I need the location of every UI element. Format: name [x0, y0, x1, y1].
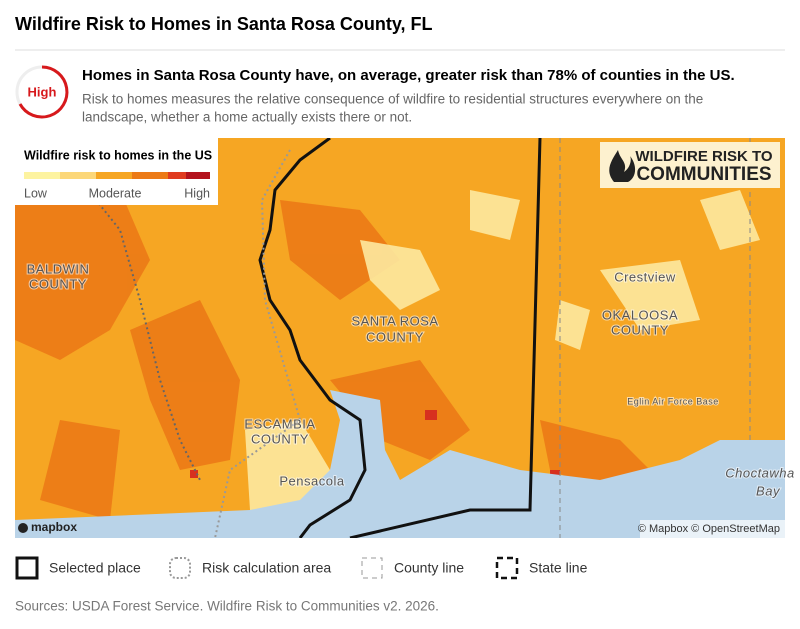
key-label: Risk calculation area — [202, 560, 331, 576]
attribution: mapbox — [31, 520, 77, 534]
map-label: COUNTY — [366, 329, 424, 344]
legend-label: Low — [24, 186, 48, 200]
map — [15, 138, 785, 538]
map-label: COUNTY — [29, 276, 87, 291]
map-label: ESCAMBIA — [244, 416, 315, 431]
legend-title: Wildfire risk to homes in the US — [24, 148, 212, 162]
legend-label: High — [184, 186, 210, 200]
description: landscape, whether a home actually exist… — [82, 110, 412, 125]
attribution: © Mapbox © OpenStreetMap — [638, 523, 780, 535]
key-label: Selected place — [49, 560, 141, 576]
headline: Homes in Santa Rosa County have, on aver… — [82, 67, 735, 84]
key-label: State line — [529, 560, 588, 576]
map-label: Bay — [756, 483, 781, 498]
badge-label: High — [28, 84, 57, 99]
logo-text: COMMUNITIES — [636, 164, 771, 185]
logo: WILDFIRE RISK TO COMMUNITIES — [600, 142, 780, 188]
map-key: Selected place Risk calculation area Cou… — [15, 556, 588, 580]
map-label: COUNTY — [251, 431, 309, 446]
map-label: Eglin Air Force Base — [627, 396, 719, 406]
title: Wildfire Risk to Homes in Santa Rosa Cou… — [15, 14, 433, 34]
map-label: SANTA ROSA — [351, 313, 438, 328]
map-label: Crestview — [614, 269, 676, 284]
legend: Wildfire risk to homes in the US Low Mod… — [15, 138, 218, 205]
sources: Sources: USDA Forest Service. Wildfire R… — [15, 599, 439, 614]
map-label: OKALOOSA — [602, 307, 678, 322]
logo-text: WILDFIRE RISK TO — [635, 148, 773, 165]
key-label: County line — [394, 560, 464, 576]
map-label: BALDWIN — [27, 261, 90, 276]
map-label: COUNTY — [611, 322, 669, 337]
mapbox-icon — [18, 523, 28, 533]
risk-badge: High — [15, 65, 69, 119]
description: Risk to homes measures the relative cons… — [82, 92, 703, 107]
legend-label: Moderate — [89, 186, 142, 200]
map-label: Pensacola — [279, 473, 344, 488]
map-label: Choctawha — [725, 465, 795, 480]
